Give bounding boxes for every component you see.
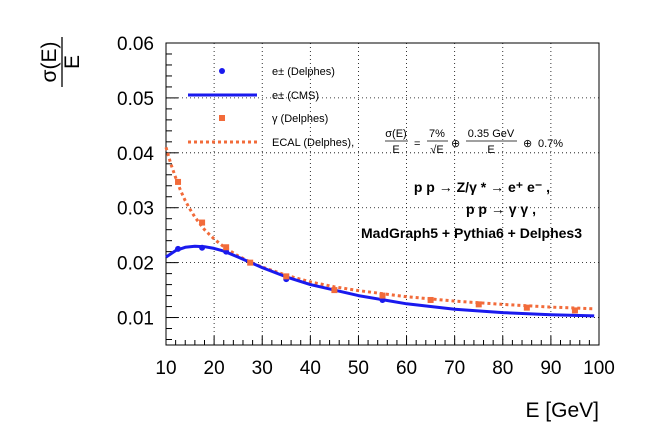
- plot-frame: [165, 42, 600, 346]
- point-delphes: [427, 296, 434, 303]
- formula-term1-num: 7%: [429, 128, 445, 140]
- point-delphes: [199, 219, 206, 226]
- point-delphes: [379, 292, 386, 299]
- point-delphes: [223, 244, 230, 251]
- annotation-process-ee: p p → Z/γ * → e⁺ e⁻ ,: [414, 179, 550, 195]
- formula-term2-den: E: [487, 144, 494, 156]
- point-delphes: [247, 259, 254, 266]
- formula-term3: 0.7%: [538, 138, 563, 150]
- x-axis-title: E [GeV]: [525, 399, 599, 422]
- x-tick-label: 80: [492, 358, 513, 379]
- y-tick-label: 0.04: [117, 144, 154, 165]
- y-axis-title-num: σ(E): [38, 42, 61, 83]
- y-tick-label: 0.06: [117, 34, 154, 55]
- legend-label-gamma-delphes: γ (Delphes): [272, 113, 328, 125]
- y-tick-label: 0.05: [117, 89, 154, 110]
- y-tick-labels: 0.01 0.02 0.03 0.04 0.05 0.06: [117, 34, 154, 330]
- y-tick-label: 0.02: [117, 254, 154, 275]
- x-tick-label: 20: [204, 358, 225, 379]
- formula-term1-den: √E: [430, 144, 443, 156]
- point-delphes: [283, 273, 290, 280]
- formula-oplus-1: ⊕: [451, 138, 460, 150]
- formula-lhs-num: σ(E): [385, 128, 406, 140]
- x-tick-labels: 10 20 30 40 50 60 70 80 90 100: [155, 358, 614, 379]
- legend-label-ecal: ECAL (Delphes),: [272, 137, 354, 149]
- point-delphes: [475, 301, 482, 308]
- series: [164, 146, 595, 318]
- y-axis-title-den: E: [61, 55, 84, 69]
- x-tick-label: 10: [155, 358, 176, 379]
- point-e-delphes: [175, 245, 182, 252]
- axis-ticks: [165, 42, 600, 345]
- y-tick-label: 0.03: [117, 199, 154, 220]
- annotation-generators: MadGraph5 + Pythia6 + Delphes3: [361, 225, 582, 241]
- legend-marker-gamma-delphes: [219, 115, 225, 121]
- legend-marker-e-delphes: [219, 68, 225, 74]
- x-tick-label: 50: [348, 358, 369, 379]
- formula-equals: =: [414, 138, 420, 150]
- y-tick-label: 0.01: [117, 309, 154, 330]
- x-tick-label: 90: [540, 358, 561, 379]
- x-tick-label: 100: [583, 358, 615, 379]
- formula-lhs-den: E: [392, 144, 399, 156]
- legend-label-e-delphes: e± (Delphes): [272, 66, 335, 78]
- formula-oplus-2: ⊕: [523, 138, 532, 150]
- point-delphes: [571, 307, 578, 314]
- point-e-delphes: [199, 244, 206, 251]
- x-tick-label: 60: [396, 358, 417, 379]
- annotation-process-gg: p p → γ γ ,: [466, 201, 536, 217]
- series-line-e-cms: [165, 244, 595, 318]
- formula-term2-num: 0.35 GeV: [468, 128, 515, 140]
- x-tick-label: 40: [300, 358, 321, 379]
- x-tick-label: 70: [444, 358, 465, 379]
- point-delphes: [331, 287, 338, 294]
- legend-formula: σ(E) E = 7% √E ⊕ 0.35 GeV E ⊕ 0.7%: [385, 128, 563, 156]
- legend-label-e-cms: e± (CMS): [272, 90, 319, 102]
- point-delphes: [175, 178, 182, 185]
- grid: [166, 43, 599, 345]
- legend: e± (Delphes) e± (CMS) γ (Delphes) ECAL (…: [188, 66, 563, 156]
- point-delphes: [523, 304, 530, 311]
- y-axis-title: σ(E) E: [38, 37, 84, 87]
- x-tick-label: 30: [252, 358, 273, 379]
